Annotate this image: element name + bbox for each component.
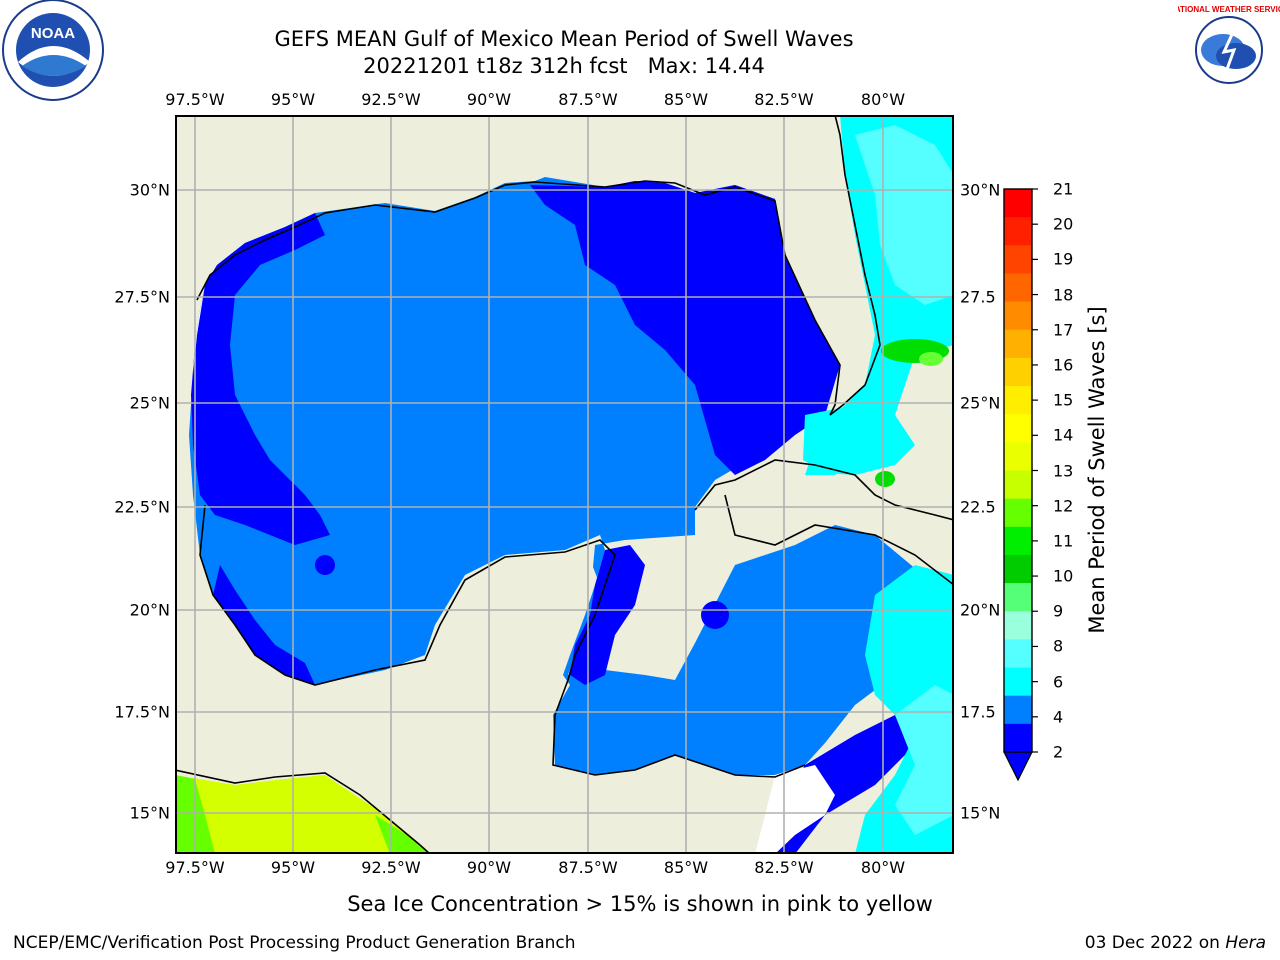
colorbar-segment (1004, 583, 1032, 612)
colorbar-tick-label: 6 (1053, 672, 1064, 692)
colorbar-tick-label: 19 (1053, 249, 1074, 269)
map-panel (175, 115, 954, 854)
date-stamp-host: Hera (1225, 933, 1266, 953)
colorbar-segment (1004, 301, 1032, 331)
colorbar-tick-label: 11 (1053, 531, 1074, 551)
lon-label-top: 87.5°W (558, 90, 618, 109)
lat-label-right: 15°N (960, 803, 1001, 823)
sea-ice-caption: Sea Ice Concentration > 15% is shown in … (347, 892, 933, 916)
lon-label-bottom: 95°W (270, 858, 316, 877)
deep-blue-florida-shelf (530, 181, 840, 475)
colorbar-segment (1004, 217, 1032, 246)
colorbar-tick-label: 16 (1053, 355, 1074, 375)
lon-label-bottom: 87.5°W (558, 858, 618, 877)
colorbar-tick-label: 17 (1053, 320, 1074, 340)
lon-label-top: 90°W (466, 90, 512, 109)
colorbar-segment (1004, 414, 1032, 443)
colorbar-segment (1004, 667, 1032, 697)
colorbar-tick-label: 4 (1053, 707, 1064, 727)
deep-blue-west-coast (191, 213, 330, 545)
lat-label-left: 25°N (129, 393, 170, 413)
lon-label-bottom: 92.5°W (361, 858, 421, 877)
colorbar-segment (1004, 386, 1032, 415)
colorbar-segment (1004, 189, 1032, 218)
colorbar-tick-label: 20 (1053, 214, 1074, 234)
green-swell-patch (875, 471, 895, 487)
map-frame (175, 115, 954, 854)
deep-blue-patch (315, 555, 335, 575)
chart-subtitle: 20221201 t18z 312h fcst Max: 14.44 (363, 54, 765, 78)
lon-label-top: 85°W (663, 90, 709, 109)
credit-text: NCEP/EMC/Verification Post Processing Pr… (13, 933, 576, 953)
colorbar-segment (1004, 470, 1032, 500)
no-data-area (755, 765, 835, 854)
lon-label-top: 92.5°W (361, 90, 421, 109)
lon-label-top: 97.5°W (165, 90, 225, 109)
atlantic-light-cyan (855, 125, 954, 305)
colorbar-label: Mean Period of Swell Waves [s] (1085, 306, 1109, 634)
colorbar-tick-label: 12 (1053, 496, 1074, 516)
colorbar-segment (1004, 611, 1032, 640)
lat-label-left: 22.5°N (114, 497, 170, 517)
colorbar-tick-label: 15 (1053, 390, 1074, 410)
colorbar-tick-label: 14 (1053, 425, 1074, 445)
pacific-swell (175, 775, 430, 854)
colorbar-segment (1004, 357, 1032, 387)
colorbar-tick-label: 10 (1053, 566, 1074, 586)
colorbar-segment (1004, 695, 1032, 725)
green-swell-patch (919, 352, 943, 366)
caribbean-light-cyan (895, 685, 954, 835)
lon-label-top: 82.5°W (754, 90, 814, 109)
colorbar-tick-label: 13 (1053, 461, 1074, 480)
nws-logo-text: NATIONAL WEATHER SERVICE (1178, 5, 1280, 14)
lon-label-top: 95°W (270, 90, 316, 109)
colorbar-tick-label: 9 (1053, 601, 1064, 621)
colorbar-tick-label: 2 (1053, 742, 1064, 762)
map-gridlines (175, 115, 954, 854)
chart-title: GEFS MEAN Gulf of Mexico Mean Period of … (274, 27, 854, 51)
lat-label-right: 17.5 (960, 702, 996, 722)
colorbar-segment (1004, 554, 1032, 584)
colorbar-segment (1004, 329, 1032, 359)
lon-label-bottom: 85°W (663, 858, 709, 877)
florida-strait-cyan (803, 405, 915, 475)
lat-label-right: 25°N (960, 393, 1001, 413)
colorbar-tick-label: 21 (1053, 179, 1074, 199)
colorbar-segment (1004, 723, 1032, 753)
lon-label-bottom: 90°W (466, 858, 512, 877)
deep-blue-texas (213, 565, 315, 685)
colorbar-tick-label: 8 (1053, 636, 1064, 656)
lat-label-right: 30°N (960, 180, 1001, 200)
colorbar-extend-arrow (1003, 751, 1033, 782)
noaa-logo-icon: NOAA (2, 0, 104, 101)
colorbar-segment (1004, 639, 1032, 669)
date-stamp: 03 Dec 2022 on Hera (1085, 933, 1266, 953)
lat-label-left: 27.5°N (114, 287, 170, 307)
noaa-logo-text: NOAA (31, 25, 75, 42)
nws-logo-icon: NATIONAL WEATHER SERVICE (1178, 2, 1280, 98)
deep-blue-patch (701, 601, 729, 629)
lat-label-left: 17.5°N (114, 702, 170, 722)
colorbar-segment (1004, 245, 1032, 274)
colorbar-segment (1004, 498, 1032, 528)
date-stamp-prefix: 03 Dec 2022 on (1084, 933, 1226, 953)
colorbar-tick-label: 18 (1053, 285, 1074, 305)
colorbar-segment (1004, 526, 1032, 556)
lon-label-bottom: 80°W (860, 858, 906, 877)
pacific-swell-green (375, 815, 430, 854)
lat-label-left: 15°N (129, 803, 170, 823)
lat-label-right: 22.5 (960, 497, 996, 517)
colorbar (1003, 188, 1038, 782)
lat-label-left: 30°N (129, 180, 170, 200)
lat-label-right: 27.5 (960, 287, 996, 307)
lat-label-right: 20°N (960, 600, 1001, 620)
colorbar-segment (1004, 442, 1032, 471)
lon-label-bottom: 97.5°W (165, 858, 225, 877)
lon-label-bottom: 82.5°W (754, 858, 814, 877)
lat-label-left: 20°N (129, 600, 170, 620)
lon-label-top: 80°W (860, 90, 906, 109)
coastlines (175, 115, 954, 854)
colorbar-segment (1004, 273, 1032, 303)
